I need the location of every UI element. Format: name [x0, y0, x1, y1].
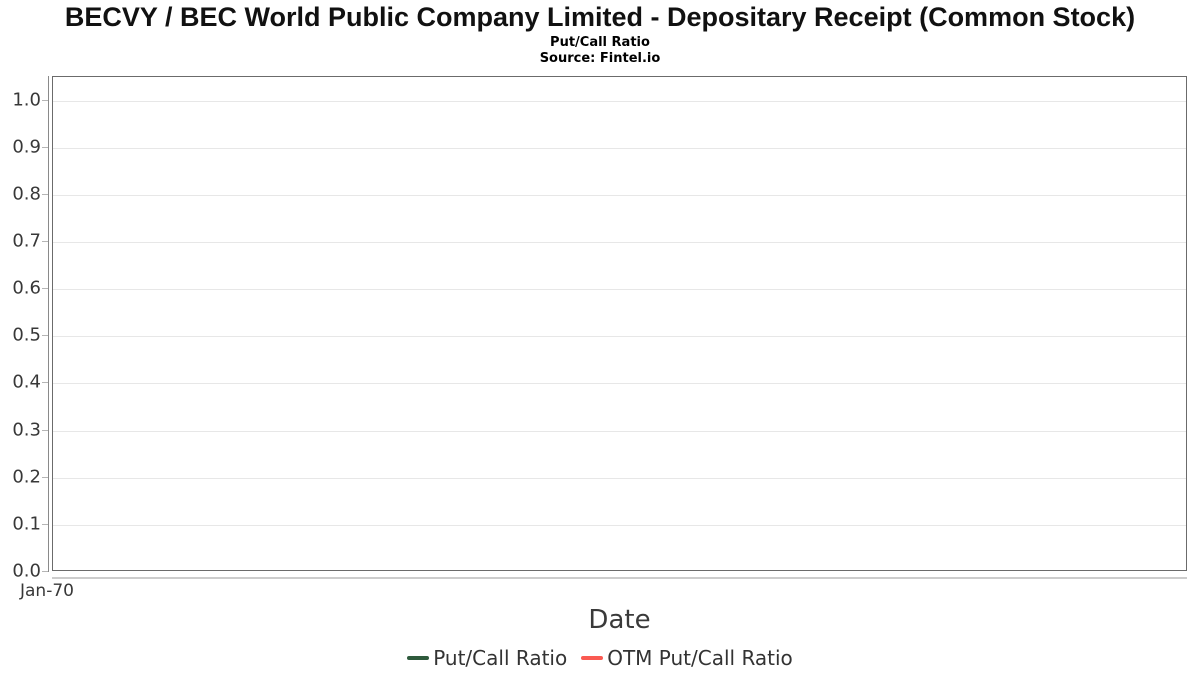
- y-axis-tick: [42, 288, 48, 290]
- gridline: [53, 477, 1186, 479]
- gridline: [53, 100, 1186, 102]
- plot-area: [52, 76, 1187, 571]
- chart-source-label: Source: Fintel.io: [539, 51, 661, 66]
- y-axis-tick: [42, 241, 48, 242]
- y-axis-tick: [42, 99, 48, 101]
- y-axis-tick-label: 1.0: [12, 89, 41, 111]
- y-axis-tick: [42, 476, 48, 478]
- chart-title: BECVY / BEC World Public Company Limited…: [64, 2, 1136, 32]
- legend-label-otm-put-call-ratio: OTM Put/Call Ratio: [607, 646, 793, 670]
- y-axis-tick-label: 0.2: [12, 466, 41, 488]
- legend-marker-put-call-ratio: [407, 656, 430, 660]
- y-axis-tick-label: 0.0: [12, 560, 41, 582]
- gridline: [53, 289, 1186, 291]
- y-axis-tick: [42, 571, 48, 572]
- y-axis-tick: [42, 523, 48, 525]
- y-axis-tick-label: 0.3: [12, 419, 41, 441]
- gridline: [53, 242, 1186, 243]
- y-axis-tick-label: 0.5: [12, 324, 41, 346]
- y-axis-tick-label: 0.9: [12, 136, 41, 158]
- gridline: [53, 336, 1186, 338]
- legend-item-otm-put-call-ratio[interactable]: OTM Put/Call Ratio: [581, 646, 793, 670]
- gridline: [53, 194, 1186, 196]
- x-axis-title: Date: [588, 605, 651, 635]
- y-axis-ticks: [42, 76, 48, 572]
- y-axis-tick-label: 0.1: [12, 513, 41, 535]
- legend-item-put-call-ratio[interactable]: Put/Call Ratio: [407, 646, 567, 670]
- y-axis-tick: [42, 335, 48, 337]
- y-axis-tick: [42, 146, 48, 148]
- y-axis-tick: [42, 382, 48, 384]
- gridline: [53, 383, 1186, 385]
- gridline: [53, 147, 1186, 149]
- y-axis-labels: 0.0 0.1 0.2 0.3 0.4 0.5 0.6 0.7 0.8 0.9 1.0: [0, 76, 41, 581]
- gridline: [53, 524, 1186, 526]
- y-axis-tick: [42, 193, 48, 195]
- legend-label-put-call-ratio: Put/Call Ratio: [433, 646, 568, 670]
- gridline: [53, 430, 1186, 432]
- x-axis-line: [52, 577, 1187, 579]
- y-axis-tick-label: 0.7: [12, 230, 41, 252]
- y-axis-tick-label: 0.6: [12, 277, 41, 299]
- y-axis-tick-label: 0.4: [12, 371, 41, 393]
- legend: Put/Call Ratio OTM Put/Call Ratio: [0, 645, 1200, 671]
- series-lines: [53, 77, 1186, 570]
- y-axis-tick-label: 0.8: [12, 183, 41, 205]
- x-axis-tick-label: Jan-70: [20, 581, 74, 601]
- y-axis-tick: [42, 429, 48, 431]
- chart-subtitle: Put/Call Ratio: [550, 35, 650, 50]
- y-axis-line: [48, 76, 49, 572]
- legend-marker-otm-put-call-ratio: [581, 656, 604, 660]
